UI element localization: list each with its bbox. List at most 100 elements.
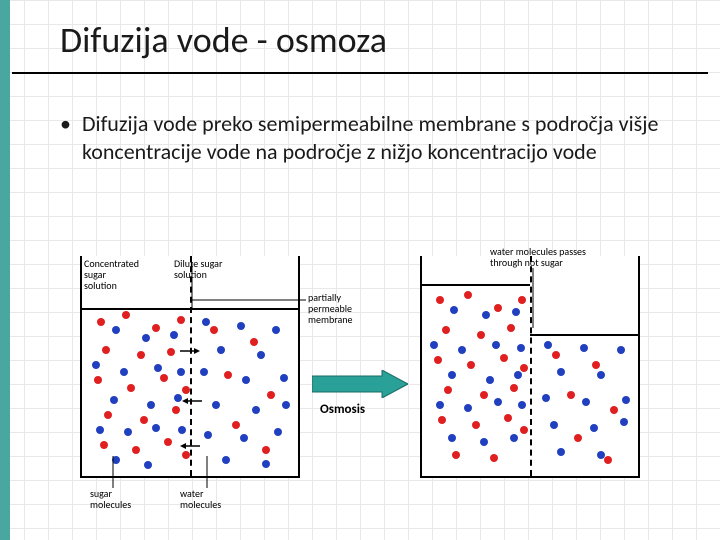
- blue-particle: [597, 371, 605, 379]
- blue-particle: [430, 341, 438, 349]
- red-particle: [510, 384, 518, 392]
- blue-particle: [242, 376, 250, 384]
- red-particle: [442, 326, 450, 334]
- blue-particle: [152, 424, 160, 432]
- blue-particle: [204, 431, 212, 439]
- blue-particle: [458, 346, 466, 354]
- blue-particle: [147, 401, 155, 409]
- blue-particle: [557, 368, 565, 376]
- red-particle: [604, 456, 612, 464]
- label-membrane: partially permeable membrane: [308, 292, 378, 325]
- red-particle: [518, 296, 526, 304]
- blue-particle: [622, 396, 630, 404]
- blue-particle: [620, 418, 628, 426]
- blue-particle: [96, 426, 104, 434]
- red-particle: [97, 318, 105, 326]
- osmosis-diagram: Concentrated sugar solution Dilute sugar…: [80, 250, 640, 510]
- red-particle: [132, 446, 140, 454]
- accent-bar: [0, 0, 10, 540]
- red-particle: [436, 296, 444, 304]
- blue-particle: [448, 434, 456, 442]
- red-particle: [250, 338, 258, 346]
- red-particle: [267, 391, 275, 399]
- red-particle: [127, 384, 135, 392]
- blue-particle: [177, 368, 185, 376]
- red-particle: [480, 391, 488, 399]
- blue-particle: [112, 326, 120, 334]
- blue-particle: [252, 406, 260, 414]
- red-particle: [500, 354, 508, 362]
- leader-line-icon: [202, 456, 212, 488]
- red-particle: [140, 416, 148, 424]
- blue-particle: [448, 371, 456, 379]
- red-particle: [232, 421, 240, 429]
- blue-particle: [222, 456, 230, 464]
- red-particle: [122, 311, 130, 319]
- blue-particle: [544, 341, 552, 349]
- red-particle: [262, 446, 270, 454]
- title-underline: [12, 72, 708, 74]
- blue-particle: [170, 331, 178, 339]
- red-particle: [520, 426, 528, 434]
- red-particle: [104, 411, 112, 419]
- red-particle: [472, 421, 480, 429]
- red-particle: [464, 291, 472, 299]
- blue-particle: [492, 341, 500, 349]
- red-particle: [137, 351, 145, 359]
- blue-particle: [542, 394, 550, 402]
- red-particle: [520, 364, 528, 372]
- red-particle: [490, 454, 498, 462]
- red-particle: [167, 348, 175, 356]
- blue-particle: [124, 428, 132, 436]
- red-particle: [182, 386, 190, 394]
- flux-arrow-icon: [180, 441, 200, 451]
- red-particle: [574, 434, 582, 442]
- flux-arrow-icon: [182, 396, 202, 406]
- blue-particle: [174, 394, 182, 402]
- blue-particle: [580, 344, 588, 352]
- blue-particle: [282, 401, 290, 409]
- blue-particle: [212, 401, 220, 409]
- blue-particle: [280, 374, 288, 382]
- flux-arrow-icon: [180, 346, 200, 356]
- blue-particle: [257, 351, 265, 359]
- red-particle: [467, 361, 475, 369]
- label-sugar-molecules: sugar molecules: [90, 488, 140, 510]
- osmosis-label: Osmosis: [320, 402, 365, 417]
- blue-particle: [202, 318, 210, 326]
- red-particle: [552, 351, 560, 359]
- blue-particle: [272, 326, 280, 334]
- red-particle: [610, 406, 618, 414]
- slide-title: Difuzija vode - osmoza: [60, 18, 387, 62]
- red-particle: [592, 361, 600, 369]
- red-particle: [444, 386, 452, 394]
- red-particle: [507, 324, 515, 332]
- blue-particle: [262, 460, 270, 468]
- blue-particle: [274, 428, 282, 436]
- blue-particle: [486, 376, 494, 384]
- blue-particle: [200, 368, 208, 376]
- blue-particle: [436, 401, 444, 409]
- blue-particle: [590, 424, 598, 432]
- blue-particle: [92, 361, 100, 369]
- blue-particle: [582, 398, 590, 406]
- blue-particle: [550, 421, 558, 429]
- red-particle: [152, 324, 160, 332]
- red-particle: [494, 304, 502, 312]
- blue-particle: [617, 346, 625, 354]
- red-particle: [102, 346, 110, 354]
- blue-particle: [494, 398, 502, 406]
- red-particle: [164, 438, 172, 446]
- blue-particle: [217, 346, 225, 354]
- label-water-molecules: water molecules: [180, 488, 230, 510]
- red-particle: [182, 451, 190, 459]
- blue-particle: [557, 448, 565, 456]
- blue-particle: [464, 404, 472, 412]
- blue-particle: [142, 334, 150, 342]
- red-particle: [160, 374, 168, 382]
- label-concentrated: Concentrated sugar solution: [84, 258, 154, 291]
- blue-particle: [510, 434, 518, 442]
- red-particle: [94, 376, 102, 384]
- red-particle: [567, 391, 575, 399]
- blue-particle: [514, 371, 522, 379]
